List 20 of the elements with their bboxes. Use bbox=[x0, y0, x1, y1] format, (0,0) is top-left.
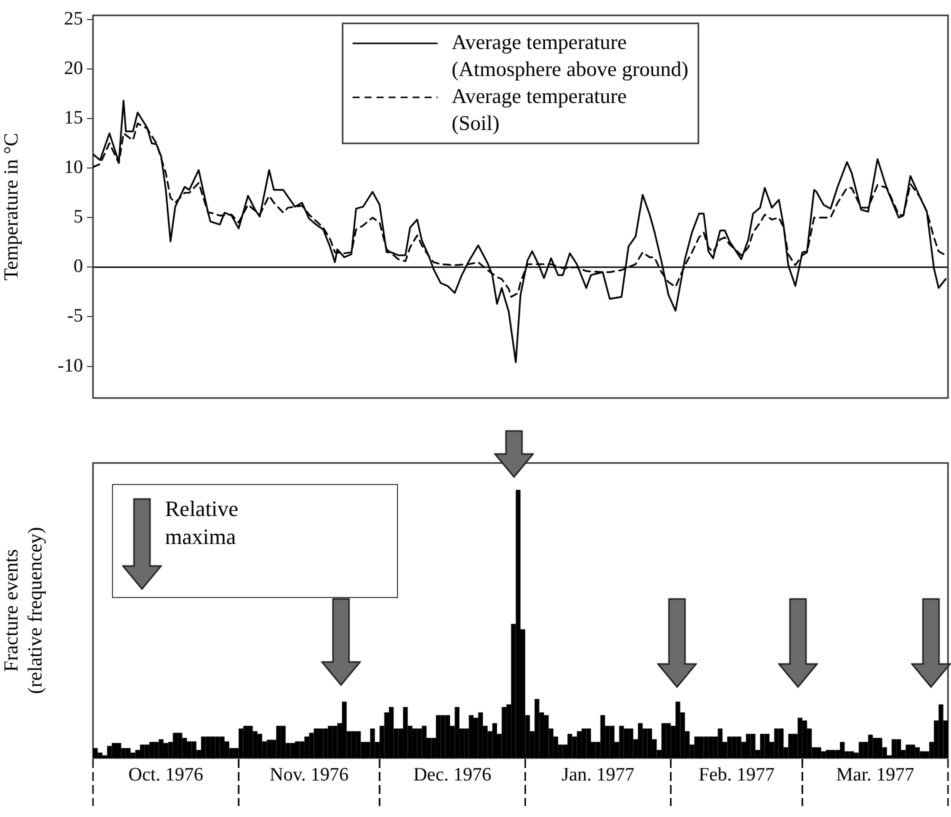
annotation: Relative maxima bbox=[165, 495, 240, 551]
legend-label: Average temperature (Soil) bbox=[452, 84, 627, 135]
legend-label: Average temperature (Atmosphere above ground) bbox=[452, 30, 688, 81]
y-tick-label: 5 bbox=[74, 206, 83, 228]
key-box: Relative maxima bbox=[112, 484, 398, 598]
x-tick-label: Mar. 1977 bbox=[836, 764, 914, 786]
y-axis-title: Temperature in °C bbox=[0, 132, 22, 281]
x-tick-label: Jan. 1977 bbox=[562, 764, 634, 786]
y-tick-label: 10 bbox=[64, 157, 83, 178]
y-tick-label: 0 bbox=[74, 256, 83, 278]
y-axis-title: Fracture events (relative frequencey) bbox=[0, 526, 46, 694]
y-tick-label: 25 bbox=[64, 8, 83, 30]
y-tick-label: -10 bbox=[58, 355, 83, 376]
x-tick-label: Dec. 1976 bbox=[413, 764, 492, 786]
y-tick-label: -5 bbox=[67, 306, 83, 327]
y-tick-label: 20 bbox=[64, 58, 83, 79]
x-tick-label: Oct. 1976 bbox=[128, 764, 204, 786]
x-tick-label: Feb. 1977 bbox=[698, 764, 775, 786]
x-tick-label: Nov. 1976 bbox=[270, 764, 349, 786]
y-tick-label: 15 bbox=[64, 107, 83, 128]
